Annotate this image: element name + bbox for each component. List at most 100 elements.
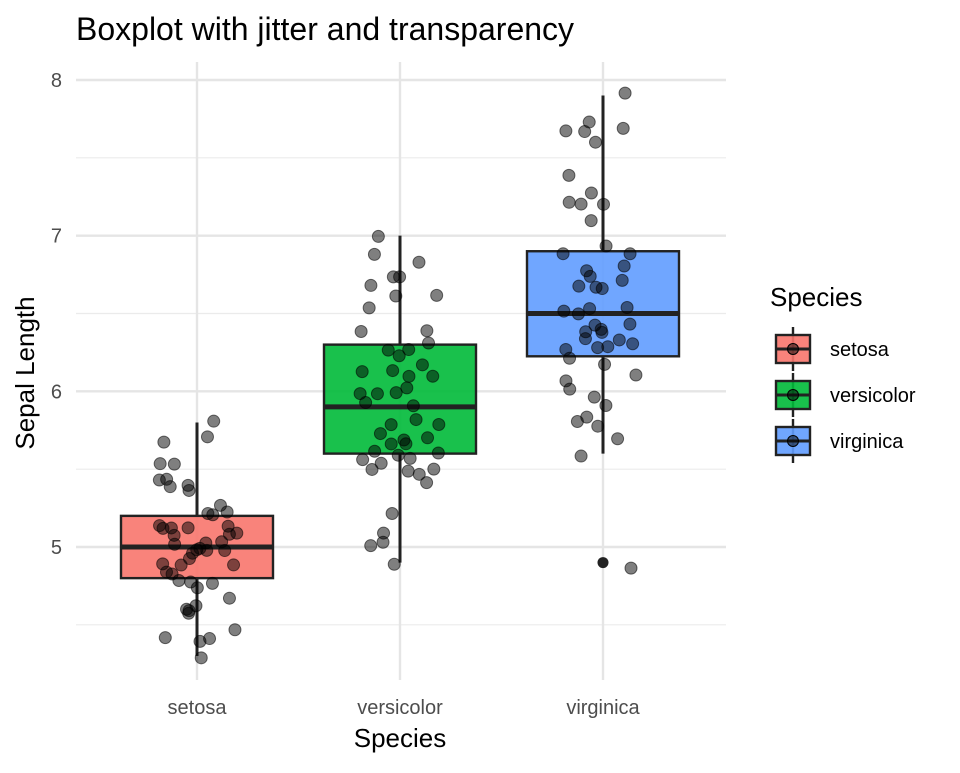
data-point-versicolor <box>422 336 436 350</box>
data-point-versicolor <box>371 229 385 243</box>
data-point-virginica <box>556 247 570 261</box>
data-point-versicolor <box>368 444 382 458</box>
y-axis-ticks: 5 6 7 8 <box>51 70 62 559</box>
data-point-virginica <box>571 307 585 321</box>
data-point-versicolor <box>430 288 444 302</box>
data-point-versicolor <box>377 526 391 540</box>
data-point-setosa <box>213 498 227 512</box>
data-point-versicolor <box>420 476 434 490</box>
data-point-versicolor <box>402 343 416 357</box>
data-point-virginica <box>589 280 603 294</box>
data-point-virginica <box>588 135 602 149</box>
data-point-versicolor <box>389 386 403 400</box>
y-axis-title: Sepal Length <box>10 296 40 449</box>
data-point-virginica <box>588 318 602 332</box>
data-point-setosa <box>153 519 167 533</box>
jitter-points <box>152 86 643 665</box>
data-point-virginica <box>620 301 634 315</box>
data-point-virginica <box>559 374 573 388</box>
data-point-versicolor <box>409 413 423 427</box>
data-point-setosa <box>167 457 181 471</box>
data-point-versicolor <box>373 427 387 441</box>
legend-label: versicolor <box>830 385 916 407</box>
data-point-versicolor <box>386 270 400 284</box>
data-point-setosa <box>153 457 167 471</box>
data-point-setosa <box>164 521 178 535</box>
data-point-virginica <box>563 351 577 365</box>
data-point-virginica <box>572 279 586 293</box>
data-point-setosa <box>218 544 232 558</box>
data-point-versicolor <box>432 417 446 431</box>
data-point-virginica <box>617 259 631 273</box>
data-point-virginica <box>580 410 594 424</box>
data-point-setosa <box>199 536 213 550</box>
data-point-setosa <box>152 473 166 487</box>
data-point-versicolor <box>374 456 388 470</box>
data-point-versicolor <box>354 324 368 338</box>
data-point-versicolor <box>370 387 384 401</box>
data-point-virginica <box>598 357 612 371</box>
legend-title: Species <box>770 282 863 312</box>
data-point-versicolor <box>421 431 435 445</box>
box-body <box>525 250 681 358</box>
data-point-versicolor <box>426 369 440 383</box>
data-point-versicolor <box>355 365 369 379</box>
data-point-virginica <box>562 168 576 182</box>
data-point-versicolor <box>384 437 398 451</box>
data-point-virginica <box>626 337 640 351</box>
data-point-versicolor <box>365 462 379 476</box>
legend-item-setosa: setosa <box>774 327 890 371</box>
data-point-virginica <box>623 247 637 261</box>
x-tick-label: versicolor <box>357 697 443 719</box>
data-point-setosa <box>157 435 171 449</box>
data-point-setosa <box>228 623 242 637</box>
legend: Species setosa versicolor virginica <box>770 282 916 463</box>
data-point-setosa <box>168 537 182 551</box>
legend-item-versicolor: versicolor <box>774 373 916 417</box>
data-point-versicolor <box>362 301 376 315</box>
data-point-versicolor <box>364 539 378 553</box>
data-point-versicolor <box>431 446 445 460</box>
data-point-versicolor <box>389 289 403 303</box>
data-point-versicolor <box>392 349 406 363</box>
data-point-virginica <box>611 432 625 446</box>
data-point-virginica <box>587 390 601 404</box>
legend-point <box>787 435 799 447</box>
data-point-versicolor <box>400 381 414 395</box>
data-point-virginica <box>591 341 605 355</box>
data-point-virginica <box>559 124 573 138</box>
data-point-versicolor <box>386 364 400 378</box>
x-tick-label: virginica <box>566 697 640 719</box>
data-point-setosa <box>205 576 219 590</box>
data-point-setosa <box>189 599 203 613</box>
y-tick-label: 7 <box>51 226 62 248</box>
data-point-setosa <box>163 480 177 494</box>
data-point-virginica <box>616 121 630 135</box>
data-point-setosa <box>201 507 215 521</box>
data-point-setosa <box>158 631 172 645</box>
data-point-virginica <box>618 86 632 100</box>
data-point-versicolor <box>415 358 429 372</box>
data-point-versicolor <box>427 462 441 476</box>
legend-point <box>787 343 799 355</box>
data-point-versicolor <box>412 255 426 269</box>
data-point-setosa <box>222 527 236 541</box>
data-point-versicolor <box>391 448 405 462</box>
x-axis-title: Species <box>354 723 447 753</box>
data-point-versicolor <box>401 464 415 478</box>
data-point-versicolor <box>403 451 417 465</box>
legend-item-virginica: virginica <box>774 419 904 463</box>
data-point-setosa <box>194 651 208 665</box>
data-point-virginica <box>579 325 593 339</box>
data-point-virginica <box>623 317 637 331</box>
data-point-virginica <box>580 264 594 278</box>
data-point-virginica <box>583 302 597 316</box>
data-point-versicolor <box>397 433 411 447</box>
data-point-versicolor <box>367 247 381 261</box>
data-point-setosa <box>181 521 195 535</box>
data-point-versicolor <box>420 324 434 338</box>
outlier-point <box>597 557 609 569</box>
data-point-virginica <box>612 333 626 347</box>
